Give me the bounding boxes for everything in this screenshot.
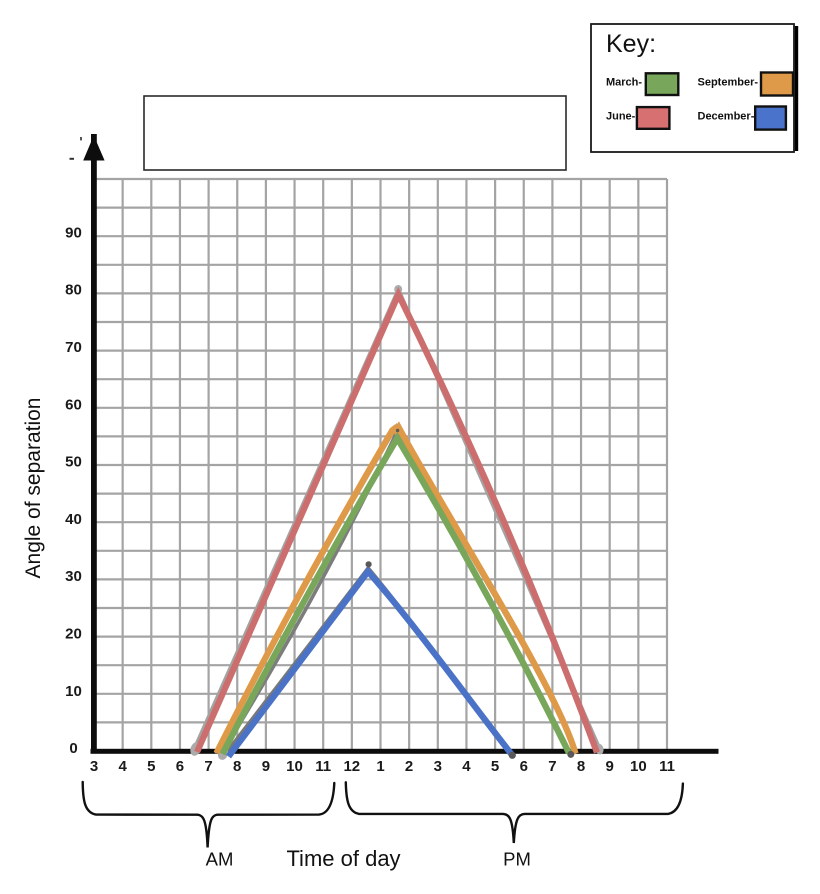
svg-text:December-: December- (698, 111, 755, 123)
svg-text:4: 4 (462, 758, 471, 775)
svg-text:1: 1 (376, 758, 384, 775)
svg-text:50: 50 (65, 454, 82, 471)
svg-text:AM: AM (206, 849, 234, 870)
svg-text:8: 8 (233, 758, 241, 775)
svg-text:40: 40 (65, 511, 82, 528)
svg-text:10: 10 (286, 758, 303, 775)
svg-text:9: 9 (262, 758, 270, 775)
svg-text:6: 6 (176, 758, 184, 775)
svg-text:90: 90 (65, 224, 82, 241)
svg-text:September-: September- (698, 77, 759, 89)
svg-text:60: 60 (65, 396, 82, 413)
svg-text:Angle of separation: Angle of separation (22, 398, 45, 579)
svg-text:5: 5 (491, 758, 499, 775)
svg-text:0: 0 (69, 740, 77, 757)
svg-text:12: 12 (343, 758, 360, 775)
svg-text:80: 80 (65, 282, 82, 299)
svg-text:5: 5 (147, 758, 155, 775)
svg-text:9: 9 (606, 758, 614, 775)
svg-text:30: 30 (65, 568, 82, 585)
svg-text:20: 20 (65, 626, 82, 643)
svg-text:8: 8 (577, 758, 585, 775)
svg-text:11: 11 (315, 758, 331, 775)
svg-text:7: 7 (204, 758, 212, 775)
svg-text:March-: March- (606, 77, 642, 89)
svg-text:3: 3 (90, 758, 98, 775)
svg-text:June-: June- (606, 111, 636, 123)
svg-text:4: 4 (119, 758, 128, 775)
svg-text:10: 10 (630, 758, 647, 775)
svg-text:PM: PM (503, 849, 531, 870)
svg-text:11: 11 (659, 758, 675, 775)
svg-text:10: 10 (65, 683, 82, 700)
svg-text:Key:: Key: (606, 30, 656, 58)
svg-text:3: 3 (434, 758, 442, 775)
svg-text:2: 2 (405, 758, 413, 775)
svg-text:7: 7 (548, 758, 556, 775)
svg-text:70: 70 (65, 339, 82, 356)
svg-text:6: 6 (520, 758, 528, 775)
svg-text:Time of day: Time of day (286, 846, 400, 871)
